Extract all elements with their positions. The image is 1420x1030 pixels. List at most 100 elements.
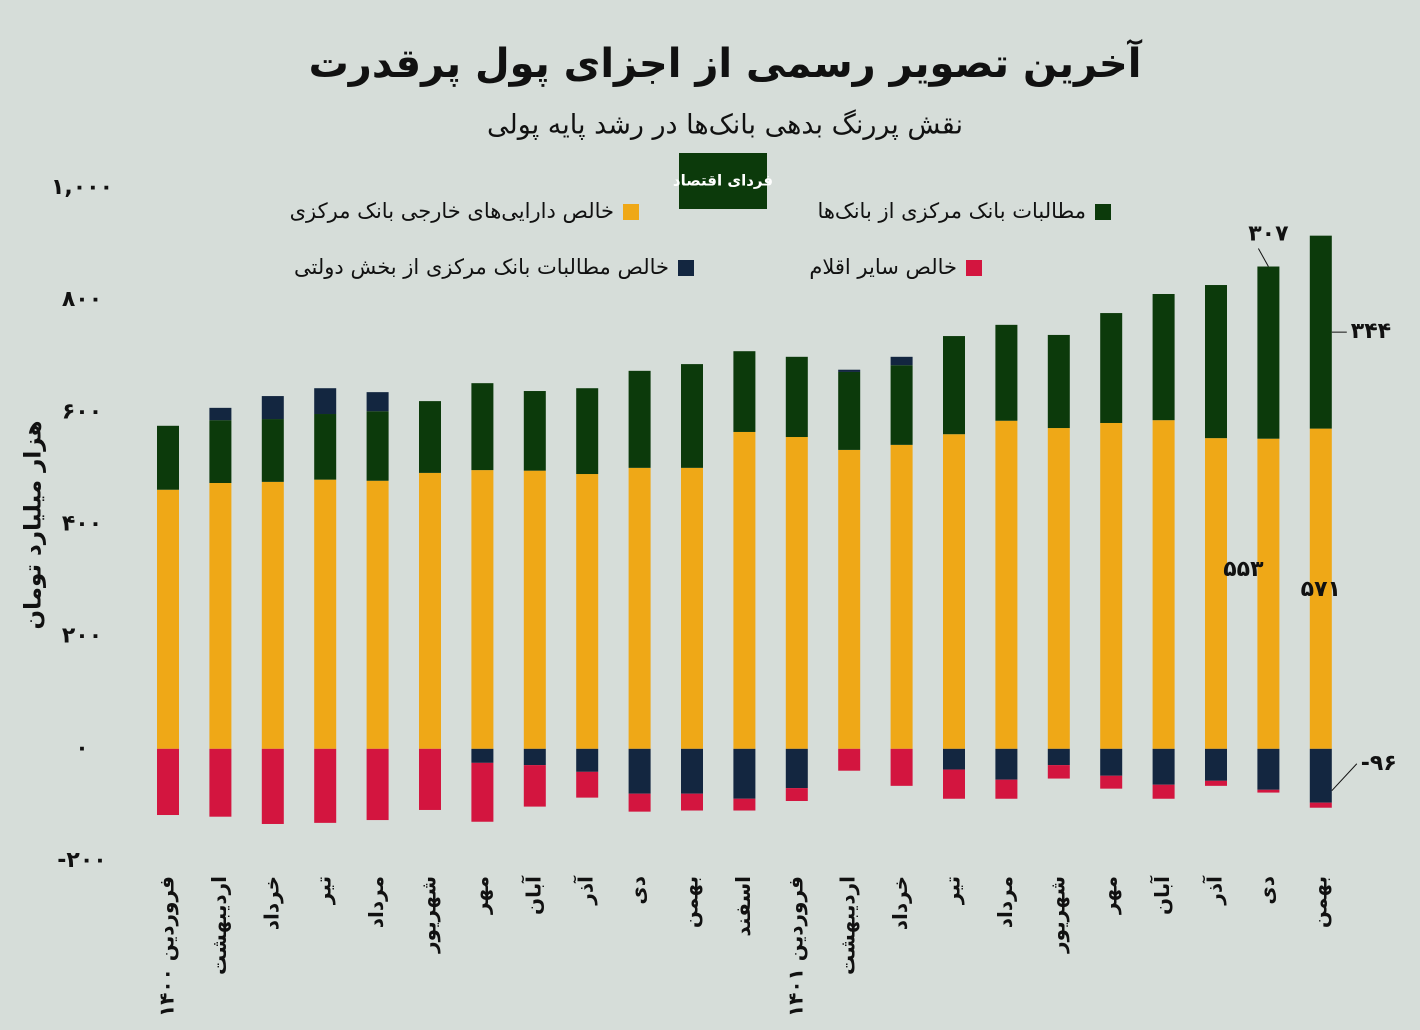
bar-segment — [366, 748, 389, 821]
bar-segment — [471, 470, 494, 749]
value-label: ۳۰۷ — [1248, 222, 1289, 247]
bar-segment — [785, 748, 808, 789]
x-tick-label: مرداد — [993, 876, 1017, 928]
legend-swatch — [623, 204, 639, 220]
bar-segment — [261, 419, 284, 482]
bar-segment — [576, 388, 599, 475]
bar-segment — [1100, 313, 1123, 423]
logo: فردای اقتصاد — [673, 172, 773, 190]
bar-segment — [209, 748, 232, 817]
y-tick-label: -۲۰۰ — [57, 848, 106, 873]
bar-segment — [261, 396, 284, 420]
bar-segment — [943, 769, 965, 799]
x-tick-label: خرداد — [259, 876, 283, 930]
bar-segment — [576, 748, 599, 772]
bar-segment — [681, 748, 703, 794]
chart-subtitle: نقش پررنگ بدهی بانک‌ها در رشد پایه پولی — [487, 109, 963, 141]
bar-segment — [1309, 235, 1332, 429]
bar-segment — [890, 444, 913, 749]
bar-segment — [838, 449, 861, 749]
value-label: ۵۷۱ — [1301, 577, 1341, 602]
callout-line — [1331, 763, 1358, 792]
x-tick-label: خرداد — [888, 876, 912, 930]
bar-segment — [1047, 765, 1070, 779]
bar-segment — [1152, 784, 1175, 799]
y-tick-label: ۶۰۰ — [62, 399, 102, 424]
x-tick-label: بهمن — [679, 876, 703, 928]
bar-segment — [523, 748, 546, 766]
x-tick-label: آبان — [520, 875, 545, 915]
x-tick-label: تیر — [941, 876, 965, 905]
y-tick-label: ۰ — [75, 736, 88, 761]
bar-segment — [419, 472, 441, 749]
bar-segment — [733, 351, 756, 432]
x-tick-label: دی — [626, 876, 650, 905]
chart-title: آخرین تصویر رسمی از اجزای پول پرقدرت — [309, 38, 1143, 87]
value-label: -۹۶ — [1361, 751, 1397, 776]
y-tick-label: ۸۰۰ — [62, 287, 102, 312]
legend-label: خالص دارایی‌های خارجی بانک مرکزی — [290, 199, 614, 223]
bar-segment — [576, 771, 599, 798]
x-tick-label: شهریور — [417, 876, 441, 954]
bar-segment — [1257, 266, 1280, 439]
bar-segment — [733, 431, 756, 749]
x-tick-label: فروردین ۱۴۰۱ — [783, 876, 807, 1017]
bar-segment — [157, 425, 179, 490]
bar-segment — [1257, 438, 1280, 749]
bar-segment — [209, 482, 232, 749]
bar-segment — [733, 798, 756, 811]
x-tick-label: اسفند — [731, 876, 755, 937]
bar-segment — [1205, 438, 1227, 749]
legend-swatch — [966, 260, 982, 276]
bar-segment — [419, 748, 441, 810]
x-tick-label: اردیبهشت — [207, 876, 231, 975]
legend-label: مطالبات بانک مرکزی از بانک‌ها — [817, 199, 1086, 223]
bar-segment — [366, 480, 389, 749]
bar-segment — [890, 748, 913, 786]
y-tick-label: ۴۰۰ — [62, 512, 102, 537]
legend-swatch — [678, 260, 694, 276]
x-tick-label: مرداد — [364, 876, 388, 928]
bar-segment — [681, 467, 703, 749]
bar-segment — [314, 748, 337, 823]
bar-segment — [1205, 285, 1227, 439]
bar-segment — [261, 748, 284, 824]
bar-segment — [157, 748, 179, 816]
bar-segment — [1100, 422, 1123, 749]
bar-segment — [785, 788, 808, 801]
bar-segment — [471, 748, 494, 763]
bar-segment — [943, 748, 965, 770]
bar-segment — [628, 793, 651, 812]
bar-segment — [1100, 775, 1123, 789]
bar-segment — [838, 748, 861, 771]
bar-segment — [733, 748, 756, 799]
bar-segment — [890, 356, 913, 366]
bar-segment — [681, 793, 703, 811]
bar-segment — [1152, 293, 1175, 421]
x-tick-label: اردیبهشت — [836, 876, 860, 975]
x-tick-label: بهمن — [1307, 876, 1331, 928]
bar-segment — [523, 391, 546, 471]
legend-swatch — [1095, 204, 1111, 220]
bar-segment — [943, 336, 965, 435]
bar-segment — [1309, 428, 1332, 749]
bar-segment — [1100, 748, 1123, 776]
x-tick-label: شهریور — [1045, 876, 1069, 954]
y-tick-label: ۲۰۰ — [62, 624, 102, 649]
value-label: ۳۴۴ — [1351, 319, 1391, 344]
bar-segment — [314, 414, 337, 480]
x-tick-label: آذر — [1202, 875, 1227, 906]
bar-segment — [523, 470, 546, 749]
x-tick-label: آذر — [573, 875, 598, 906]
x-tick-label: دی — [1255, 876, 1279, 905]
bar-segment — [995, 324, 1018, 421]
x-tick-label: مهر — [469, 876, 493, 915]
legend-label: خالص مطالبات بانک مرکزی از بخش دولتی — [294, 255, 669, 279]
bar-segment — [628, 370, 651, 468]
bar-segment — [419, 401, 441, 473]
bar-segment — [1309, 748, 1332, 803]
bar-segment — [681, 364, 703, 468]
x-tick-label: فروردین ۱۴۰۰ — [155, 876, 179, 1017]
legend-label: خالص سایر اقلام — [809, 255, 957, 279]
